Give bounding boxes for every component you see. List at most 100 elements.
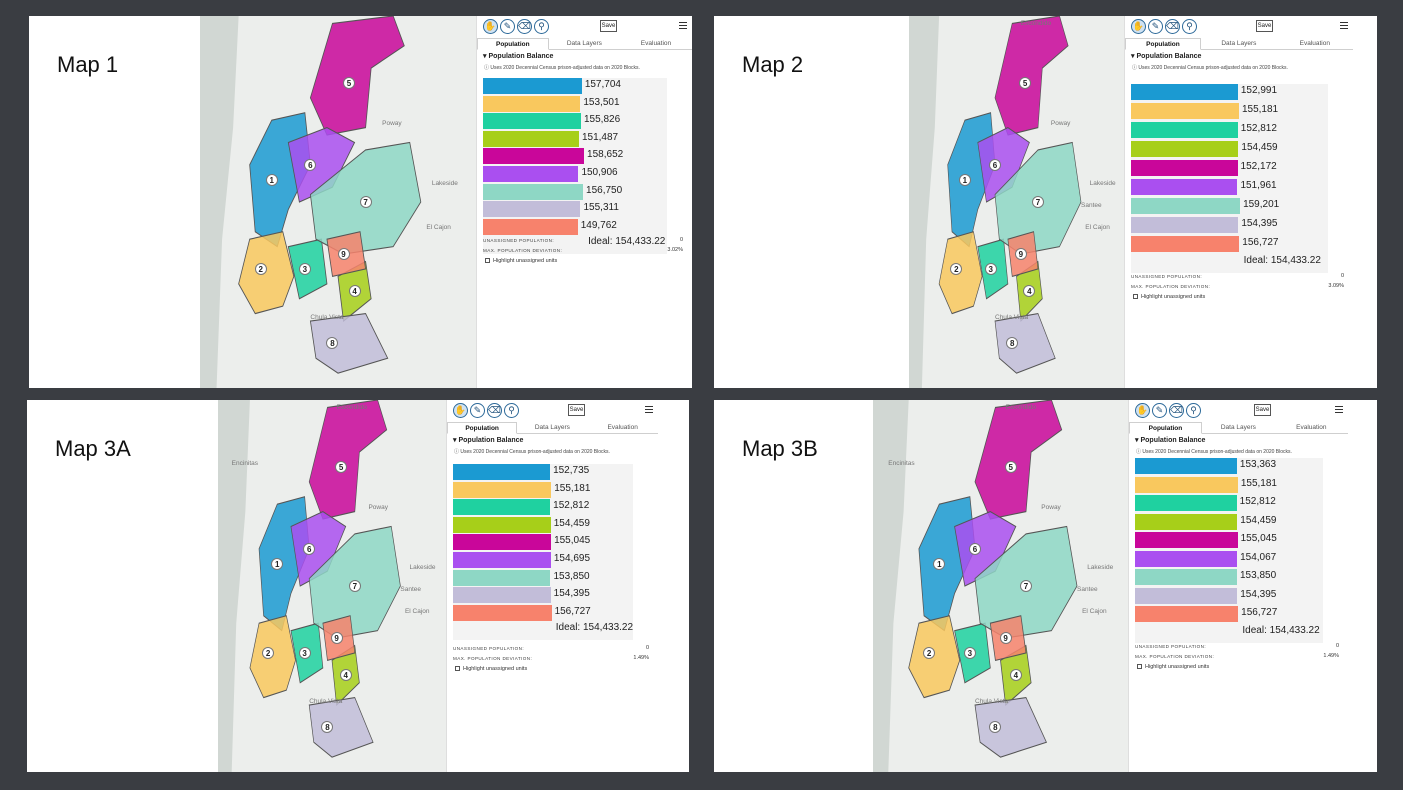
population-balance-heading[interactable]: ▾ Population Balance: [453, 436, 523, 444]
brush-icon[interactable]: ✎: [1148, 19, 1163, 34]
tab-population[interactable]: Population: [447, 422, 518, 434]
hamburger-menu-icon[interactable]: [645, 406, 653, 413]
highlight-checkbox[interactable]: [1137, 664, 1142, 669]
eraser-icon[interactable]: ⌫: [1165, 19, 1180, 34]
district-8-shape[interactable]: [994, 313, 1056, 374]
district-5-shape[interactable]: [308, 400, 388, 520]
district-2-marker[interactable]: 2: [254, 262, 267, 275]
tab-evaluation[interactable]: Evaluation: [607, 424, 638, 431]
district-map[interactable]: 1 2 3 4 5 6 7 8 9 Escondido Encinitas Poway Lakeside…: [218, 400, 446, 772]
tab-data-layers[interactable]: Data Layers: [566, 40, 602, 47]
district-1-marker[interactable]: 1: [265, 173, 278, 186]
search-icon[interactable]: ⚲: [1182, 19, 1197, 34]
district-5-shape[interactable]: [974, 400, 1063, 520]
hamburger-menu-icon[interactable]: [1335, 406, 1343, 413]
highlight-checkbox[interactable]: [485, 258, 490, 263]
brush-icon[interactable]: ✎: [470, 403, 485, 418]
save-button[interactable]: Save: [568, 404, 585, 416]
district-8-shape[interactable]: [308, 697, 374, 758]
tab-population[interactable]: Population: [1125, 38, 1201, 50]
district-9-marker[interactable]: 9: [337, 248, 350, 261]
tab-evaluation[interactable]: Evaluation: [640, 40, 672, 47]
district-2-shape[interactable]: [908, 615, 961, 699]
district-5-marker[interactable]: 5: [335, 460, 348, 473]
pan-hand-icon[interactable]: ✋: [1131, 19, 1146, 34]
search-icon[interactable]: ⚲: [534, 19, 549, 34]
pan-hand-icon[interactable]: ✋: [1135, 403, 1150, 418]
district-8-marker[interactable]: 8: [321, 721, 334, 734]
pan-hand-icon[interactable]: ✋: [453, 403, 468, 418]
district-6-shape[interactable]: [287, 127, 356, 203]
district-7-marker[interactable]: 7: [348, 580, 361, 592]
population-balance-heading[interactable]: ▾ Population Balance: [483, 52, 553, 60]
district-3-marker[interactable]: 3: [298, 262, 311, 275]
district-7-marker[interactable]: 7: [1032, 196, 1044, 208]
highlight-unassigned-toggle[interactable]: Highlight unassigned units: [455, 666, 527, 672]
brush-icon[interactable]: ✎: [500, 19, 515, 34]
district-5-marker[interactable]: 5: [343, 76, 356, 89]
district-1-marker[interactable]: 1: [958, 173, 971, 186]
district-8-marker[interactable]: 8: [326, 337, 339, 350]
district-9-marker[interactable]: 9: [999, 632, 1012, 645]
district-6-marker[interactable]: 6: [303, 542, 316, 555]
district-map[interactable]: 1 2 3 4 5 6 7 8 9 Poway Lakeside El Cajon Chula Vist…: [200, 16, 476, 388]
district-5-shape[interactable]: [994, 16, 1069, 136]
hamburger-menu-icon[interactable]: [1340, 22, 1348, 29]
collapse-caret-icon[interactable]: ▾: [483, 53, 489, 60]
district-9-marker[interactable]: 9: [1014, 248, 1027, 261]
district-3-marker[interactable]: 3: [963, 646, 976, 659]
district-5-marker[interactable]: 5: [1019, 76, 1032, 89]
map-canvas[interactable]: [909, 16, 1124, 388]
highlight-unassigned-toggle[interactable]: Highlight unassigned units: [485, 258, 557, 264]
tab-evaluation[interactable]: Evaluation: [1299, 40, 1330, 47]
district-7-marker[interactable]: 7: [1020, 580, 1032, 592]
highlight-checkbox[interactable]: [1133, 294, 1138, 299]
save-button[interactable]: Save: [600, 20, 617, 32]
district-4-marker[interactable]: 4: [1009, 669, 1022, 682]
district-6-marker[interactable]: 6: [969, 542, 981, 555]
district-map[interactable]: 1 2 3 4 5 6 7 8 9 Escondido Poway Lakeside Santee El …: [909, 16, 1124, 388]
collapse-caret-icon[interactable]: ▾: [1135, 437, 1141, 444]
district-8-shape[interactable]: [309, 313, 389, 374]
district-2-marker[interactable]: 2: [950, 262, 963, 275]
district-7-marker[interactable]: 7: [359, 196, 372, 208]
highlight-checkbox[interactable]: [455, 666, 460, 671]
district-5-shape[interactable]: [309, 16, 405, 136]
district-9-marker[interactable]: 9: [330, 632, 343, 645]
district-5-marker[interactable]: 5: [1004, 460, 1017, 473]
tab-data-layers[interactable]: Data Layers: [1221, 40, 1257, 47]
district-1-marker[interactable]: 1: [933, 557, 946, 570]
brush-icon[interactable]: ✎: [1152, 403, 1167, 418]
tab-evaluation[interactable]: Evaluation: [1296, 424, 1327, 431]
district-1-marker[interactable]: 1: [271, 557, 284, 570]
district-4-marker[interactable]: 4: [1023, 285, 1036, 298]
collapse-caret-icon[interactable]: ▾: [1131, 53, 1137, 60]
save-button[interactable]: Save: [1254, 404, 1271, 416]
search-icon[interactable]: ⚲: [1186, 403, 1201, 418]
eraser-icon[interactable]: ⌫: [517, 19, 532, 34]
district-8-shape[interactable]: [974, 697, 1048, 758]
district-2-marker[interactable]: 2: [262, 646, 275, 659]
district-4-marker[interactable]: 4: [339, 669, 352, 682]
district-8-marker[interactable]: 8: [1006, 337, 1019, 350]
map-canvas[interactable]: [200, 16, 476, 388]
pan-hand-icon[interactable]: ✋: [483, 19, 498, 34]
highlight-unassigned-toggle[interactable]: Highlight unassigned units: [1133, 294, 1205, 300]
district-6-shape[interactable]: [977, 127, 1030, 203]
district-4-marker[interactable]: 4: [348, 285, 361, 298]
hamburger-menu-icon[interactable]: [679, 22, 687, 29]
population-balance-heading[interactable]: ▾ Population Balance: [1131, 52, 1201, 60]
district-6-shape[interactable]: [954, 511, 1017, 587]
population-balance-heading[interactable]: ▾ Population Balance: [1135, 436, 1205, 444]
district-6-shape[interactable]: [290, 511, 347, 587]
district-8-marker[interactable]: 8: [989, 721, 1002, 734]
district-map[interactable]: 1 2 3 4 5 6 7 8 9 Escondido Encinitas Poway Lakeside…: [873, 400, 1128, 772]
district-2-marker[interactable]: 2: [923, 646, 936, 659]
highlight-unassigned-toggle[interactable]: Highlight unassigned units: [1137, 664, 1209, 670]
district-3-marker[interactable]: 3: [298, 646, 311, 659]
district-3-marker[interactable]: 3: [984, 262, 997, 275]
eraser-icon[interactable]: ⌫: [1169, 403, 1184, 418]
collapse-caret-icon[interactable]: ▾: [453, 437, 459, 444]
search-icon[interactable]: ⚲: [504, 403, 519, 418]
save-button[interactable]: Save: [1256, 20, 1273, 32]
